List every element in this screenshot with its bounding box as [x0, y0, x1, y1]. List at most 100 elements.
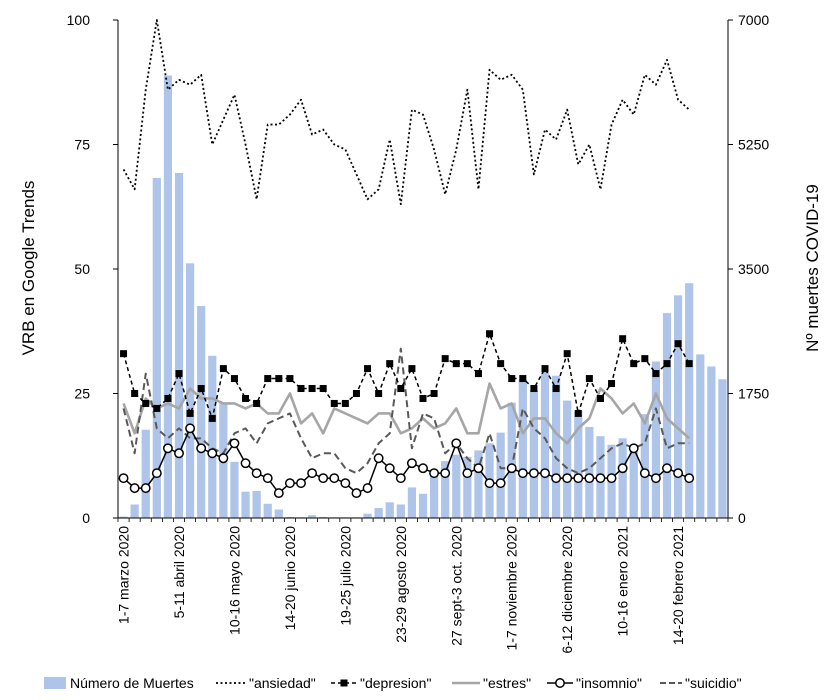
- bar-37: [529, 389, 539, 518]
- marker-depresion-28: [430, 390, 438, 397]
- bar-14: [274, 509, 283, 518]
- marker-depresion-50: [674, 340, 682, 348]
- marker-depresion-16: [297, 385, 305, 393]
- x-tick-label-8: 6-12 diciembre 2020: [559, 526, 575, 654]
- marker-depresion-42: [585, 375, 593, 383]
- marker-depresion-26: [408, 365, 416, 373]
- marker-insomnio-13: [262, 473, 273, 484]
- marker-insomnio-31: [462, 468, 473, 479]
- marker-depresion-13: [264, 375, 272, 383]
- x-tick-label-0: 1-7 marzo 2020: [116, 526, 132, 624]
- marker-insomnio-51: [684, 473, 695, 484]
- left-tick-label-3: 75: [74, 137, 90, 153]
- marker-insomnio-6: [185, 423, 196, 434]
- marker-depresion-31: [463, 360, 471, 368]
- marker-insomnio-22: [362, 483, 373, 494]
- marker-insomnio-45: [617, 463, 628, 474]
- marker-insomnio-15: [284, 478, 295, 489]
- marker-depresion-25: [397, 385, 405, 393]
- x-tick-label-7: 1-7 noviembre 2020: [504, 526, 520, 651]
- x-tick-label-5: 23-29 agosto 2020: [393, 526, 409, 643]
- marker-depresion-12: [253, 399, 261, 407]
- marker-insomnio-38: [540, 468, 550, 479]
- marker-depresion-21: [352, 390, 360, 397]
- marker-insomnio-7: [196, 443, 207, 454]
- marker-depresion-20: [341, 399, 349, 407]
- marker-depresion-48: [652, 370, 660, 378]
- line-ansiedad: [122, 19, 690, 206]
- bar-3: [152, 177, 161, 518]
- bar-54: [718, 379, 727, 518]
- bar-36: [518, 379, 527, 518]
- bar-51: [685, 283, 694, 518]
- marker-insomnio-49: [662, 463, 672, 474]
- bar-28: [429, 475, 439, 518]
- legend-item-2-label: "depresion": [360, 675, 431, 691]
- marker-insomnio-18: [318, 473, 329, 484]
- line-insomnio: [123, 427, 690, 494]
- bar-45: [618, 438, 627, 518]
- legend-item-2: "depresion": [331, 675, 431, 691]
- marker-depresion-22: [364, 365, 372, 373]
- bar-18: [319, 516, 328, 518]
- marker-insomnio-34: [495, 478, 506, 489]
- bar-22: [363, 513, 372, 518]
- marker-insomnio-41: [573, 473, 584, 484]
- marker-insomnio-25: [395, 473, 406, 484]
- marker-insomnio-35: [506, 463, 517, 474]
- bar-39: [551, 375, 561, 518]
- marker-depresion-11: [242, 394, 250, 402]
- bar-38: [540, 372, 550, 518]
- marker-insomnio-12: [251, 468, 262, 479]
- line-depresion: [122, 332, 690, 420]
- marker-insomnio-2: [140, 483, 151, 494]
- bar-5: [174, 172, 184, 518]
- legend-item-3-label: "estres": [483, 675, 531, 691]
- marker-insomnio-24: [384, 463, 395, 474]
- marker-insomnio-46: [628, 443, 639, 454]
- marker-depresion-17: [308, 385, 316, 393]
- marker-insomnio-48: [650, 473, 661, 484]
- bar-0: [119, 516, 128, 518]
- bar-52: [696, 354, 705, 518]
- bar-24: [385, 502, 394, 518]
- marker-depresion-3: [153, 404, 161, 412]
- marker-depresion-1: [131, 390, 139, 397]
- marker-depresion-40: [563, 350, 571, 358]
- legend-item-4-label: "insomnio": [576, 675, 642, 691]
- bar-32: [474, 450, 483, 518]
- marker-depresion-44: [608, 380, 616, 388]
- legend-item-4-marker: [555, 678, 565, 688]
- legend-item-1: "ansiedad": [216, 675, 316, 691]
- bar-12: [252, 490, 261, 518]
- marker-depresion-34: [497, 360, 505, 368]
- marker-depresion-29: [441, 355, 449, 363]
- marker-depresion-36: [519, 375, 527, 383]
- marker-insomnio-37: [528, 468, 539, 479]
- marker-depresion-43: [596, 394, 604, 402]
- marker-insomnio-33: [484, 478, 495, 489]
- legend-item-3: "estres": [452, 675, 531, 691]
- marker-depresion-39: [552, 385, 560, 393]
- legend: Número de Muertes "ansiedad" "depresion" "e…: [44, 675, 742, 691]
- marker-insomnio-30: [451, 438, 462, 449]
- marker-depresion-24: [386, 360, 394, 368]
- marker-depresion-2: [142, 399, 150, 407]
- marker-insomnio-27: [418, 463, 428, 474]
- marker-depresion-10: [230, 375, 238, 383]
- marker-insomnio-11: [240, 458, 251, 469]
- marker-insomnio-0: [118, 473, 129, 484]
- marker-insomnio-29: [440, 468, 451, 479]
- left-tick-label-4: 100: [67, 12, 91, 28]
- bar-11: [241, 491, 250, 518]
- marker-depresion-23: [375, 390, 383, 397]
- marker-insomnio-1: [129, 483, 140, 494]
- marker-insomnio-21: [351, 488, 362, 499]
- marker-insomnio-23: [373, 453, 384, 464]
- bar-46: [629, 449, 638, 518]
- bar-34: [496, 432, 505, 518]
- legend-item-5-label: "suicidio": [685, 675, 742, 691]
- x-tick-label-6: 27 sept-3 oct. 2020: [448, 526, 464, 646]
- bar-30: [452, 454, 461, 518]
